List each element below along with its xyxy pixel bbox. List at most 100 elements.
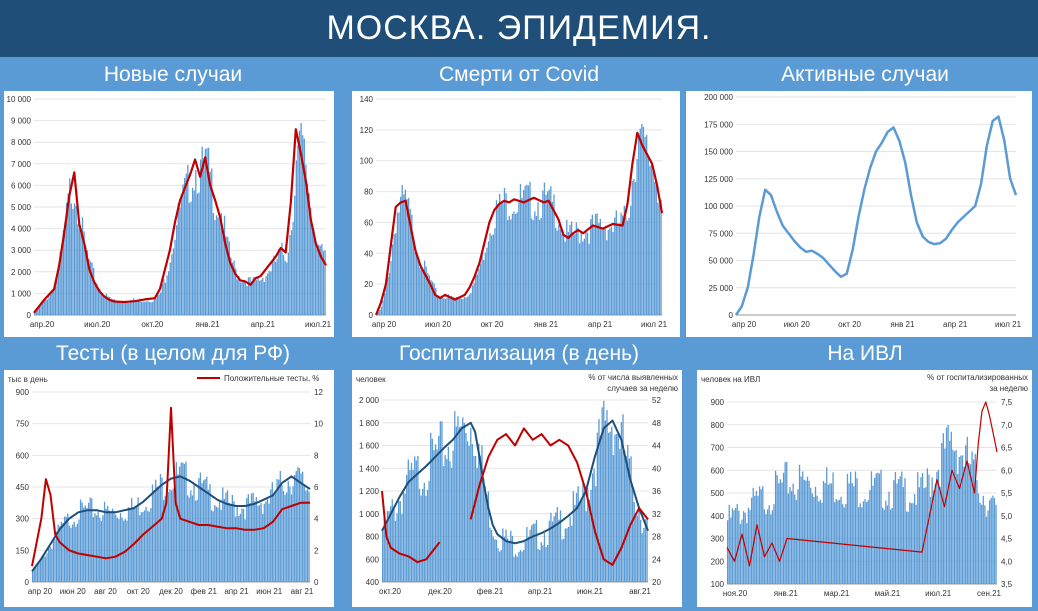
bar [171,490,173,582]
bar [771,510,774,584]
bar [295,160,297,315]
bar [262,277,264,315]
bar [505,193,507,315]
bar [625,456,627,582]
bar [65,516,67,582]
bar [585,232,587,315]
bar [502,528,504,582]
bar [444,454,446,582]
y2-tick-label: 24 [652,555,661,564]
bar [566,219,568,315]
y2-tick-label: 6,0 [1001,466,1013,475]
bar [966,436,968,584]
bar [123,520,125,582]
bar [465,297,467,315]
bar [54,539,56,582]
bar [380,306,383,315]
bar [470,293,472,315]
y2-tick-label: 5,5 [1001,489,1013,498]
bar [635,513,637,582]
bar [990,497,992,584]
bar [150,302,152,315]
bar [508,540,510,582]
bar [519,184,522,315]
x-tick-label: июл.21 [305,320,332,329]
bar [434,444,437,582]
y-tick-label: 150 000 [704,148,733,157]
bar [393,234,395,315]
bar [961,455,964,584]
x-tick-label: окт 20 [838,320,861,329]
bar [39,558,42,582]
x-tick-label: окт.20 [141,320,163,329]
bar [435,287,437,315]
bar [575,492,578,582]
bar [298,130,301,315]
bar [636,515,639,582]
x-tick-label: янв 21 [534,320,559,329]
bar [543,182,546,315]
bar [571,525,573,582]
bar [164,495,166,582]
bar [217,217,219,315]
bar [455,426,458,582]
bar [414,456,416,582]
bar [881,507,884,584]
bar [965,445,967,584]
bar [57,264,60,315]
bar [86,250,88,315]
bar [446,459,448,582]
y2-tick-label: 10 [314,420,323,429]
bar [835,499,837,584]
bar [97,287,100,315]
y-tick-label: 175 000 [704,120,733,129]
bar [180,462,182,582]
bar [207,147,210,315]
bar [402,491,405,582]
y2-tick-label: 4,5 [1001,535,1013,544]
bar [784,462,786,584]
bar [446,297,448,315]
bar [447,446,449,582]
bar [495,200,498,315]
bar [290,230,293,315]
bar [294,474,296,582]
bar [176,225,178,315]
bar [987,510,989,584]
bar [733,510,735,584]
bar [588,499,591,582]
bar [41,302,44,315]
bar [486,247,488,315]
bar [550,512,552,582]
x-tick-label: окт 20 [127,587,150,596]
x-tick-label: фев.21 [477,587,504,596]
bar [284,494,286,582]
bar [71,524,74,582]
bar [204,149,207,315]
bar [527,536,530,582]
y-tick-label: 125 000 [704,175,733,184]
bar [451,295,453,315]
bar [422,270,424,315]
bar [266,273,269,315]
bar [155,298,157,315]
bar [476,274,478,315]
bar [226,490,229,582]
bar [824,482,826,584]
bar [968,462,970,584]
bar [260,279,262,315]
y-tick-label: 150 [16,546,30,555]
bar [282,254,285,315]
x-tick-label: июл 21 [641,320,668,329]
bar [438,435,440,582]
bar [802,471,804,584]
bar [591,473,594,582]
bar [123,302,125,315]
bar [89,261,92,315]
y2-axis-label: % от числа выявленных [588,373,678,382]
bar [766,509,769,584]
bar [396,212,399,315]
bar [279,470,281,582]
bar [241,508,243,582]
bar [388,511,390,582]
